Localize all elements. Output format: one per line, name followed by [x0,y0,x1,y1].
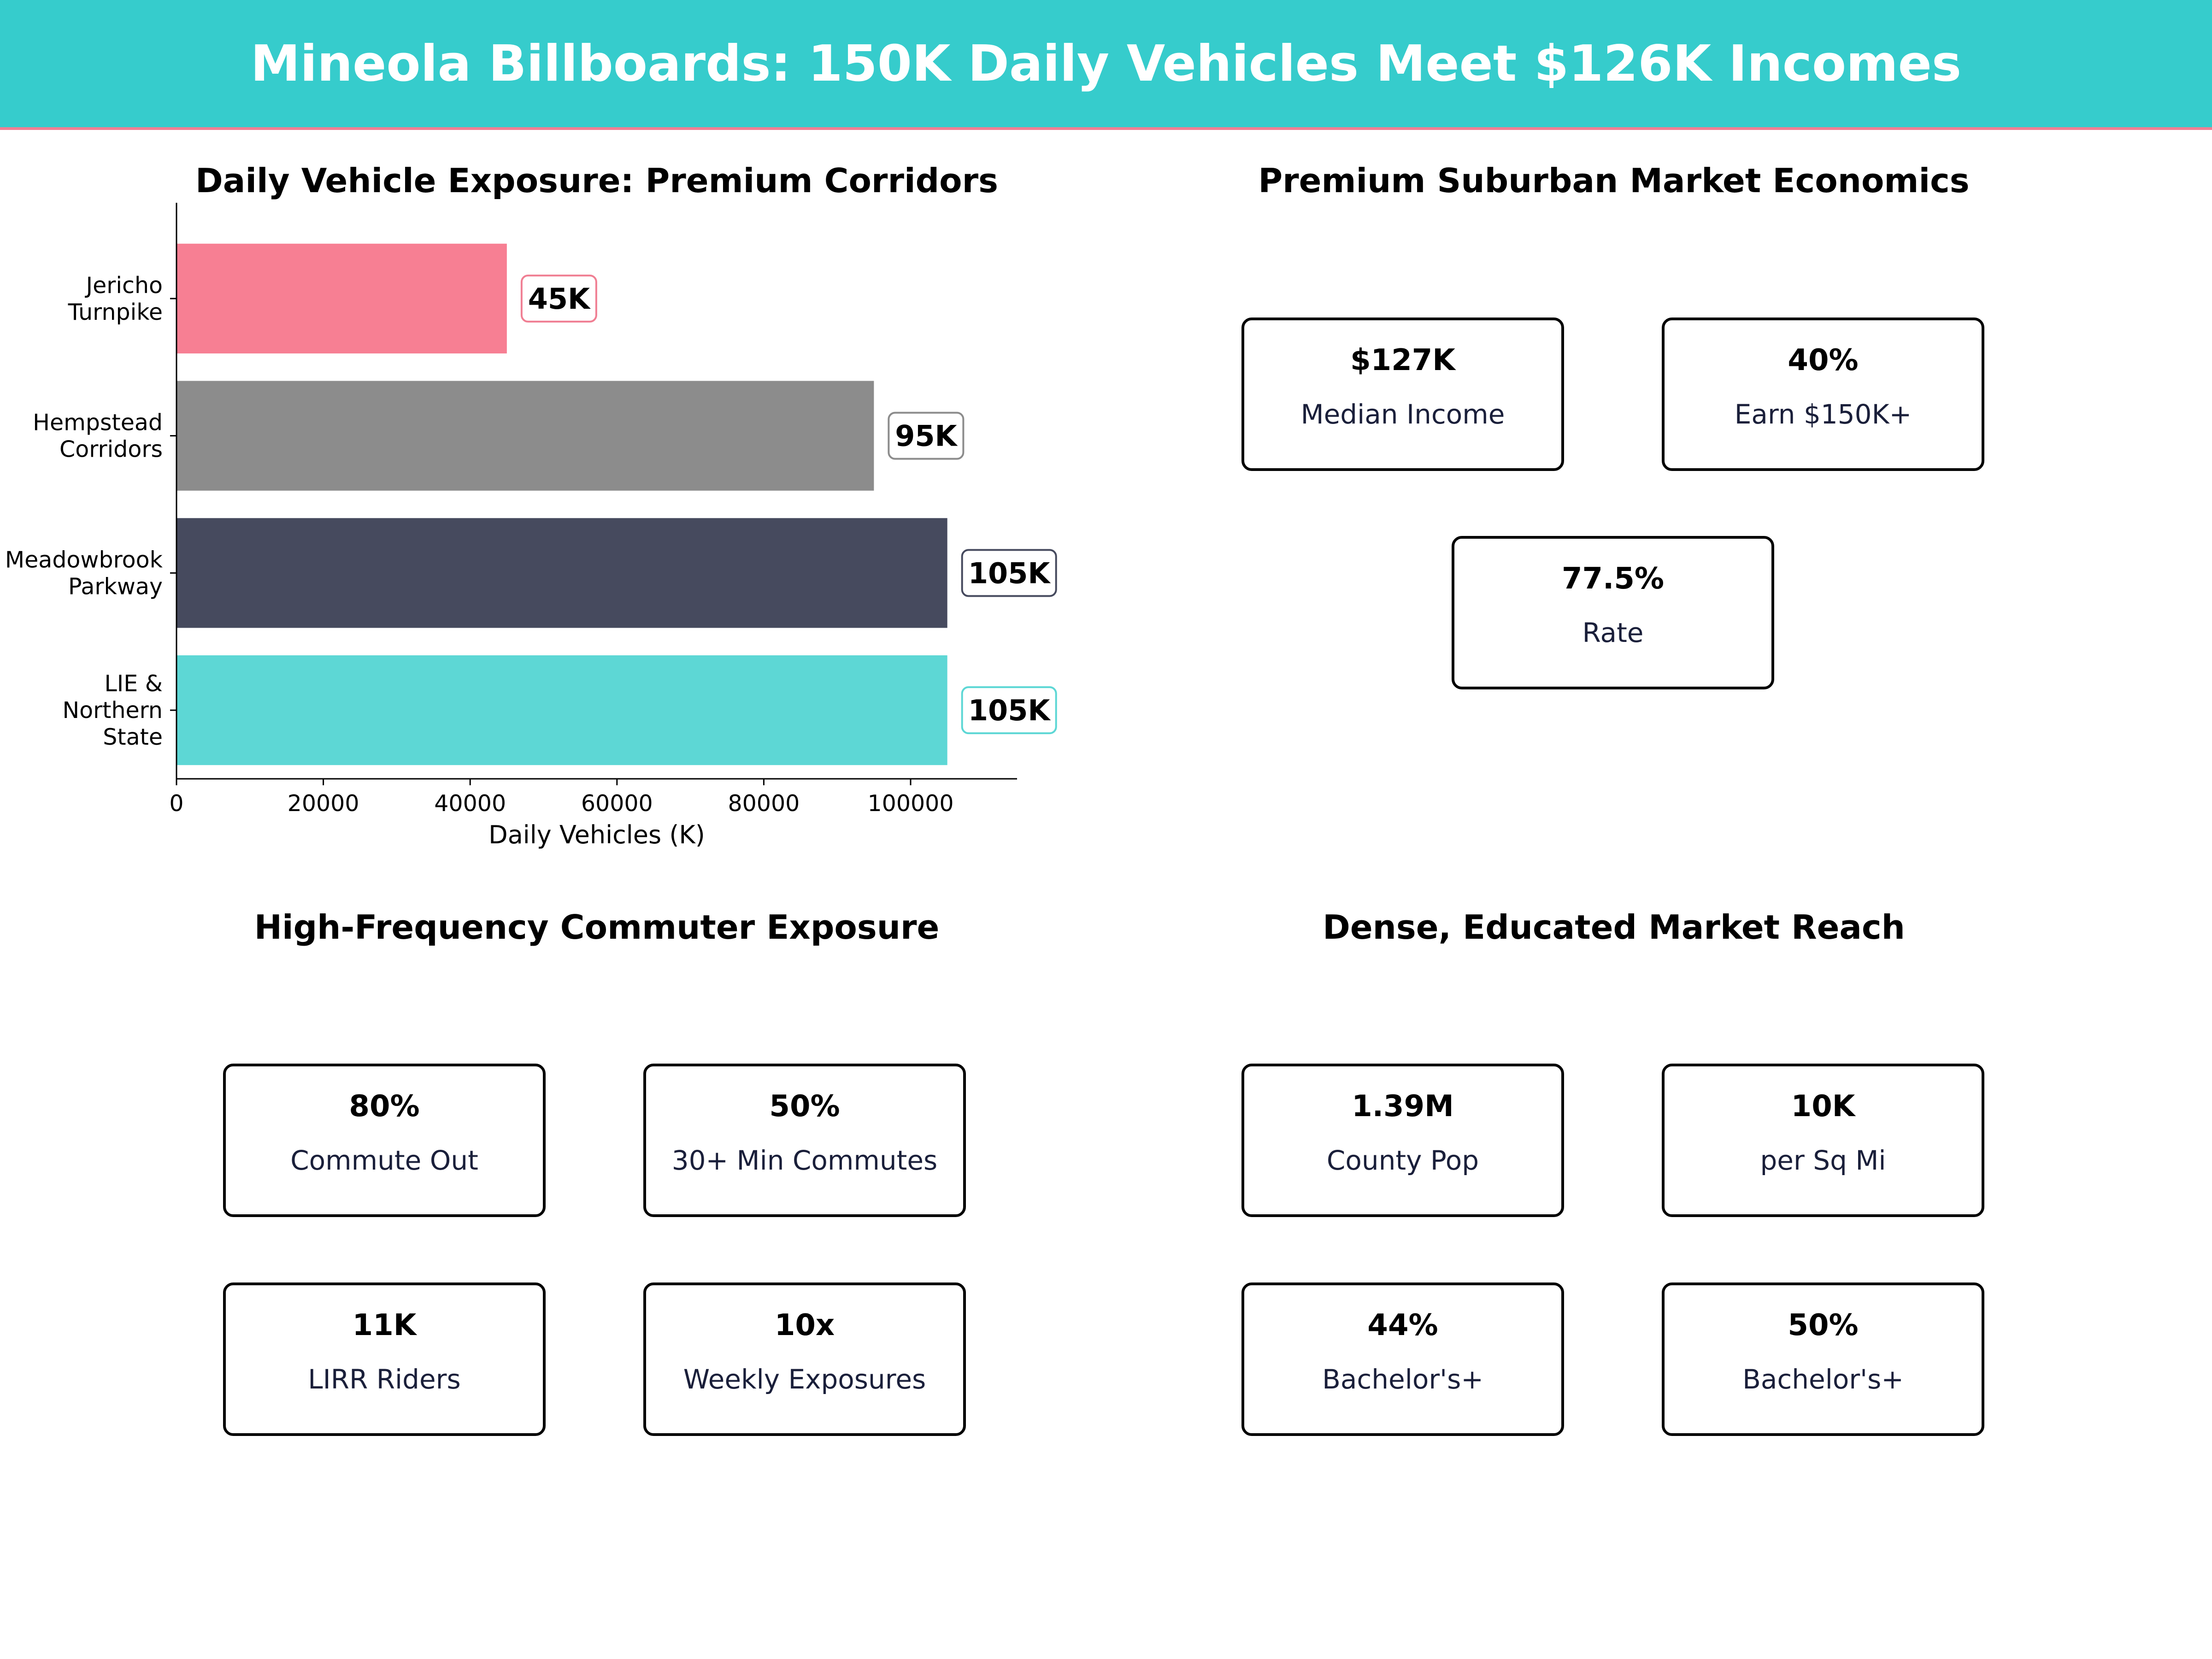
panel-title-market-economics: Premium Suburban Market Economics [1258,161,1970,200]
data-label-box [520,274,597,323]
bar [176,518,947,628]
data-label: 105K [968,694,1051,727]
x-tick-label: 0 [169,790,183,817]
page-title: Mineola Billboards: 150K Daily Vehicles … [250,35,1962,93]
data-label: 105K [968,556,1051,590]
stat-value: 50% [1788,1308,1859,1342]
data-label-box [961,549,1057,597]
y-tick-label: Meadowbrook [5,547,163,573]
x-tick-label: 100000 [867,790,953,817]
data-label: 95K [895,419,958,453]
stat-value: 10K [1791,1089,1855,1124]
stat-card-lirr-riders: 11K LIRR Riders [223,1282,546,1436]
y-tick-label: Parkway [68,573,163,600]
stat-value: 80% [349,1089,420,1124]
panel-title-market-reach: Dense, Educated Market Reach [1323,908,1905,947]
stat-value: 44% [1367,1308,1438,1342]
stat-label: Bachelor's+ [1322,1364,1483,1395]
x-tick-label: 60000 [581,790,653,817]
bar [176,655,947,765]
y-tick-label: Hempstead [33,410,163,436]
stat-label: Median Income [1300,399,1505,430]
stat-card-rate: 77.5% Rate [1452,536,1774,689]
stat-card-median-income: $127K Median Income [1241,318,1564,471]
data-label-box [888,412,965,460]
stat-card-earn-150k: 40% Earn $150K+ [1662,318,1984,471]
y-tick-label: Jericho [85,272,163,299]
stat-value: 50% [769,1089,840,1124]
stat-value: 77.5% [1561,562,1665,596]
stat-value: 10x [774,1308,835,1342]
chart-title: Daily Vehicle Exposure: Premium Corridor… [195,161,998,200]
stat-label: Earn $150K+ [1734,399,1912,430]
y-tick-label: LIE & [105,671,163,697]
stat-value: 1.39M [1352,1089,1454,1124]
stat-card-bachelors-50: 50% Bachelor's+ [1662,1282,1984,1436]
panel-title-commuter-exposure: High-Frequency Commuter Exposure [254,908,940,947]
stat-label: Bachelor's+ [1742,1364,1904,1395]
x-tick-label: 20000 [288,790,359,817]
stat-card-bachelors-44: 44% Bachelor's+ [1241,1282,1564,1436]
header-banner: Mineola Billboards: 150K Daily Vehicles … [0,0,2212,130]
x-axis-label: Daily Vehicles (K) [488,820,705,849]
data-label-box [961,686,1057,735]
stat-label: Rate [1582,617,1644,648]
y-tick-label: Turnpike [68,299,163,325]
stat-value: $127K [1350,343,1455,377]
stat-card-county-pop: 1.39M County Pop [1241,1064,1564,1217]
stat-label: per Sq Mi [1760,1145,1886,1176]
stat-card-density: 10K per Sq Mi [1662,1064,1984,1217]
bar [176,381,874,491]
bar [176,243,507,353]
x-tick-label: 40000 [434,790,506,817]
stat-card-long-commutes: 50% 30+ Min Commutes [643,1064,966,1217]
x-tick-label: 80000 [728,790,800,817]
stat-card-commute-out: 80% Commute Out [223,1064,546,1217]
y-tick-label: Corridors [59,436,163,463]
stat-label: Commute Out [290,1145,478,1176]
stat-label: County Pop [1326,1145,1479,1176]
stat-value: 11K [352,1308,417,1342]
stat-value: 40% [1788,343,1859,377]
stat-label: LIRR Riders [308,1364,461,1395]
y-tick-label: Northern [62,697,163,724]
stat-label: 30+ Min Commutes [671,1145,938,1176]
data-label: 45K [528,282,591,316]
stat-label: Weekly Exposures [683,1364,926,1395]
stat-card-weekly-exposures: 10x Weekly Exposures [643,1282,966,1436]
y-tick-label: State [103,724,163,750]
